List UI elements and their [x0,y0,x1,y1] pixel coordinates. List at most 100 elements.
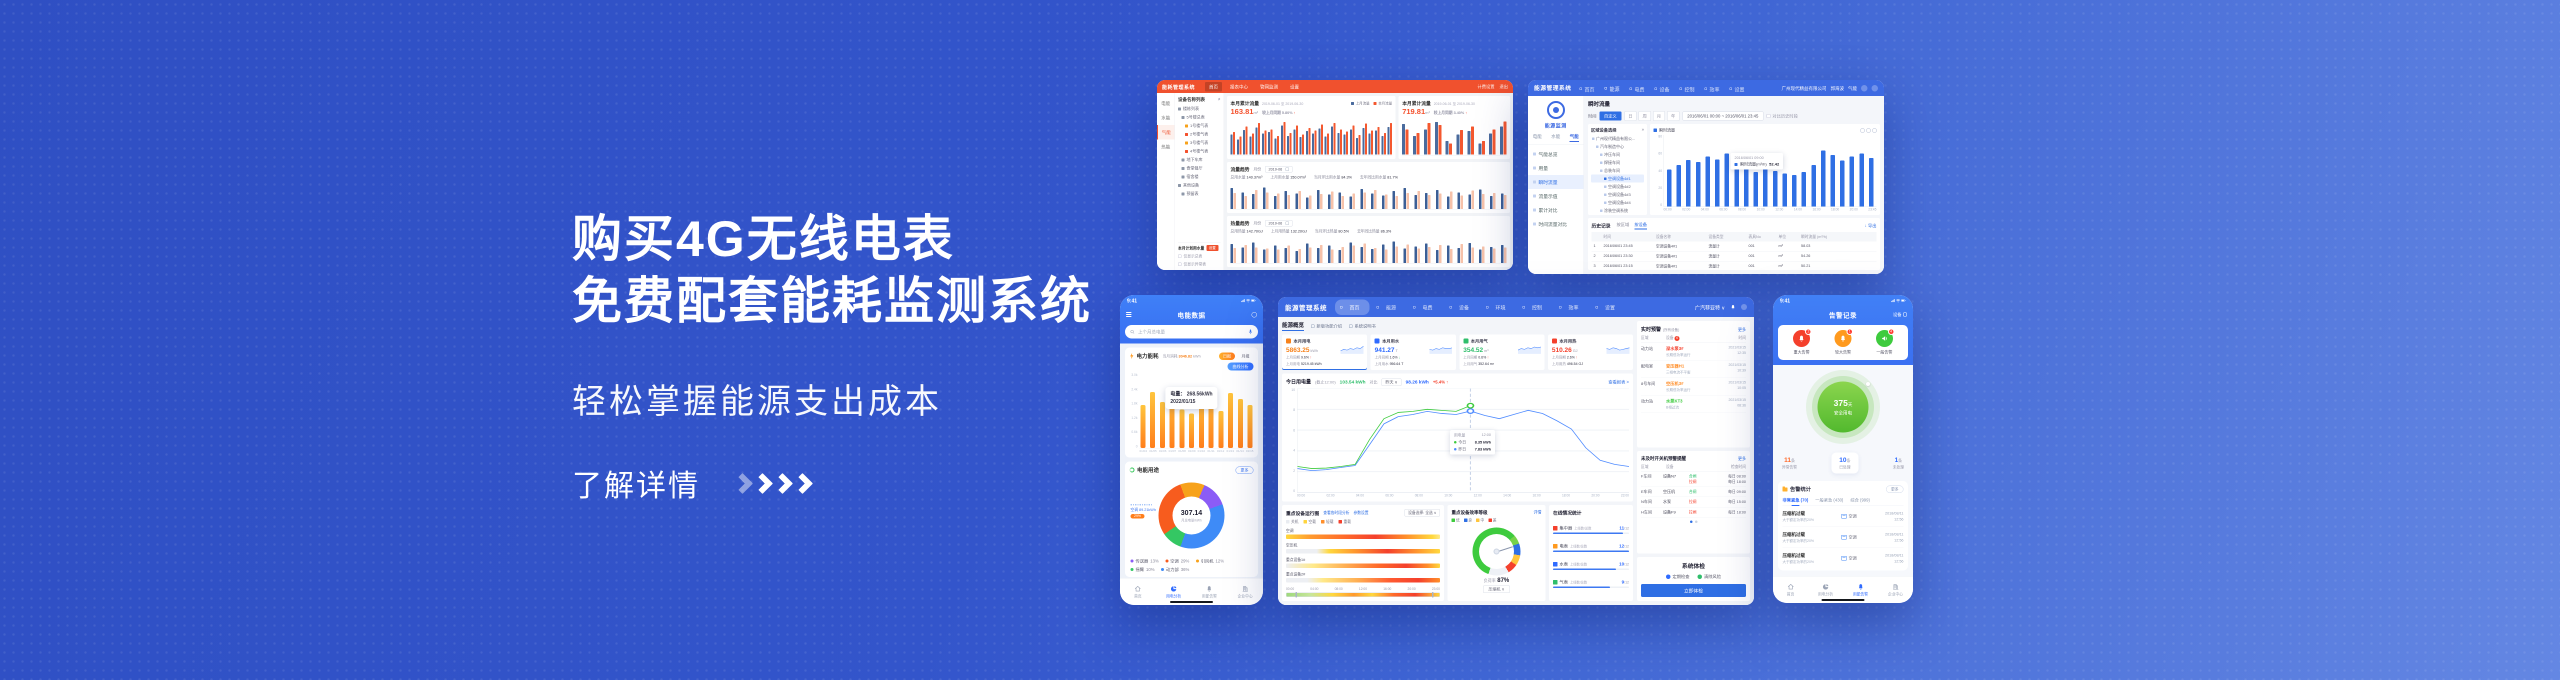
pagination-dots[interactable] [1641,520,1746,523]
compressor-select[interactable]: 压缩机 ∨ [1482,585,1511,593]
alarm-category[interactable]: 1 较大告警 [1822,328,1863,355]
energy-rail-item[interactable]: 热能 [1161,144,1171,150]
header-action[interactable]: 计费设置 [1477,84,1495,89]
tab-building[interactable]: 企业中心 [1878,577,1913,604]
device-link[interactable]: 设备 [1893,312,1907,318]
tree-item[interactable]: 冲压车间 [1591,151,1644,159]
energy-rail-item[interactable]: 气能 [1157,125,1175,140]
tree-item[interactable]: 2号楼气表 [1178,130,1221,139]
nav-item[interactable]: 设备 [1445,299,1480,315]
view-report-link[interactable]: 查看报表 > [1608,379,1629,385]
tree-item[interactable]: 空调设备4#2 [1591,183,1644,191]
alarm-category[interactable]: 4 一般告警 [1864,328,1905,355]
notification-bell-icon[interactable] [1730,304,1736,310]
tree-item[interactable]: 总装车间 [1591,167,1644,175]
mode-button[interactable]: 年 [1667,111,1680,121]
settings-icon[interactable] [1871,84,1878,92]
tree-item[interactable]: 广州现代精益有限公... [1591,135,1644,143]
mode-button[interactable]: 月 [1652,111,1666,121]
trend2-month-select[interactable]: 2019-06 [1265,219,1293,227]
tree-item[interactable]: 3号楼气表 [1178,139,1221,148]
avatar[interactable] [1861,84,1868,92]
tree-item[interactable]: 1号楼气表 [1178,122,1221,131]
compare-select[interactable]: 昨天 ∨ [1381,378,1402,386]
mode-button[interactable]: 日 [1624,111,1637,121]
tree-item[interactable]: 5号楼总表 [1178,113,1221,122]
tree-item[interactable]: 预留表 [1178,190,1221,199]
tree-item[interactable]: 空调设备4#4 [1591,199,1644,207]
tree-item[interactable]: 空调设备4#3 [1591,191,1644,199]
tab-bell[interactable]: 用能告警 [1843,577,1878,604]
tree-item[interactable]: 其他设备 [1178,181,1221,190]
tab-building[interactable]: 企业中心 [1227,579,1263,606]
tree-item[interactable]: 汽车制造中心 [1591,143,1644,151]
nav-item[interactable]: 效率 [1554,299,1589,315]
nav-item[interactable]: 控制 [1518,299,1553,315]
urgency-tab[interactable]: 综合 (999) [1850,497,1870,503]
export-link[interactable]: ↓ 导出 [1864,223,1877,228]
gauge-detail-link[interactable]: 详情 [1533,510,1542,515]
energy-tab[interactable]: 电能 [1532,134,1542,139]
manual-link[interactable]: 系统说明书 [1349,323,1376,329]
plan-set-button[interactable]: 设置 [1206,245,1219,251]
energy-rail-item[interactable]: 电能 [1161,101,1171,106]
more-button[interactable]: 更多 [1235,466,1254,474]
date-range-input[interactable]: 2016/06/01 00:00 ~ 2016/06/01 23:45 [1682,111,1764,121]
urgency-tab[interactable]: 一般紧急 (430) [1815,497,1844,503]
learn-more-link[interactable]: 了解详情 [572,461,1092,505]
tree-item[interactable]: 宿舍楼 [1178,173,1221,182]
energy-tab[interactable]: 水能 [1551,134,1561,139]
energy-tab[interactable]: 气能 [1569,133,1579,142]
nav-item[interactable]: 效率 [1704,80,1722,99]
nav-item[interactable]: 首页 [1335,299,1370,315]
tenant-select[interactable]: 广汽菲亚特 ∨ [1694,305,1725,311]
nav-item[interactable]: 设置 [1290,84,1300,90]
sidebar-menu-item[interactable]: 时间流量对比 [1528,217,1584,231]
custom-mode-button[interactable]: 自定义 [1599,111,1622,121]
nav-item[interactable]: 能源 [1372,299,1407,315]
tree-item[interactable]: 4号楼气表 [1178,147,1221,156]
time-brush[interactable] [1286,592,1440,598]
urgency-tab[interactable]: 非常紧急 (70) [1782,497,1809,503]
trend1-month-select[interactable]: 2019-06 [1265,165,1293,173]
tree-item[interactable]: 地下车库 [1178,156,1221,165]
device-select[interactable]: 设备选择: 全选 ∨ [1404,509,1440,517]
collapse-icon[interactable]: » [1641,127,1644,132]
tab-pie[interactable]: 用电分析 [1808,577,1843,604]
plan-checkbox[interactable]: 仅显示异常表 [1178,262,1221,268]
history-tab[interactable]: 按区域 [1616,222,1630,227]
period-analysis-link[interactable]: 查看各时段分析 [1323,510,1350,516]
sidebar-menu-item[interactable]: 流量示值 [1528,189,1584,203]
nav-item[interactable]: 设置 [1729,80,1747,99]
history-tab[interactable]: 按设备 [1634,222,1648,230]
tree-item[interactable]: 空调设备4#1 [1591,174,1644,183]
search-icon[interactable]: ⌕ [1217,96,1221,102]
sidebar-menu-item[interactable]: 用量 [1528,161,1584,175]
alerts-more-link[interactable]: 更多 [1738,327,1746,333]
nav-item[interactable]: 电费 [1629,80,1647,99]
help-icon[interactable] [1741,304,1747,310]
sidebar-menu-item[interactable]: 累计对比 [1528,203,1584,217]
energy-rail-item[interactable]: 水能 [1161,115,1171,121]
search-input[interactable]: 上个月总电量 [1125,325,1258,339]
tree-item[interactable]: 楼栋列表 [1178,105,1221,114]
new-features-link[interactable]: 新版功能介绍 [1311,323,1342,329]
param-settings-link[interactable]: 参数设置 [1353,510,1369,516]
gear-icon[interactable] [1251,311,1257,318]
dept-name[interactable]: 气能 [1847,85,1857,91]
tab-bell[interactable]: 用能告警 [1192,579,1228,606]
more-button[interactable]: 更多 [1886,485,1904,493]
tree-item[interactable]: 食堂餐厅 [1178,164,1221,173]
tree-item[interactable]: 涂装空调系统 [1591,207,1644,215]
nav-item[interactable]: 电费 [1408,299,1443,315]
reminder-more-link[interactable]: 更多 [1738,456,1746,461]
tab-home[interactable]: 首页 [1120,579,1156,606]
header-action[interactable]: 退出 [1499,84,1508,89]
curve-analysis-button[interactable]: 曲线分析 [1227,362,1254,371]
nav-item[interactable]: 设备 [1654,80,1672,99]
menu-icon[interactable] [1126,311,1132,318]
nav-item[interactable]: 设置 [1591,299,1626,315]
user-name[interactable]: 郭海波 [1830,85,1844,91]
alarm-category[interactable]: 2 重大告警 [1781,328,1822,355]
plan-checkbox[interactable]: 仅显示总表 [1178,254,1221,260]
